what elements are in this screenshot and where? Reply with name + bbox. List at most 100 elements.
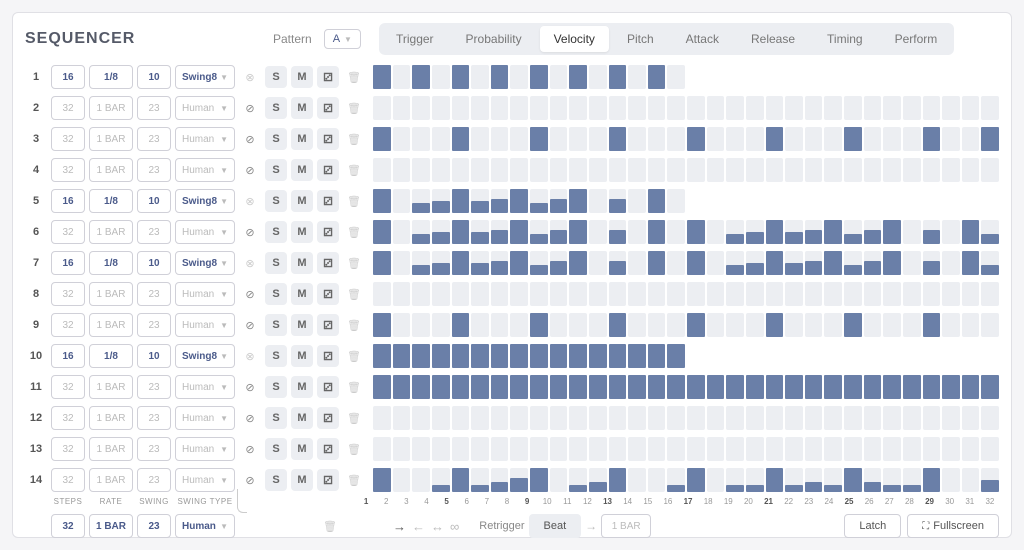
trash-icon[interactable]: 🗑 — [343, 128, 365, 150]
step-cell[interactable] — [766, 127, 784, 151]
step-cell[interactable] — [883, 437, 901, 461]
step-cell[interactable] — [883, 313, 901, 337]
step-cell[interactable] — [648, 158, 666, 182]
step-cell[interactable] — [667, 251, 685, 275]
step-cell[interactable] — [609, 344, 627, 368]
swingtype-field[interactable]: Swing8▼ — [175, 344, 235, 368]
step-cell[interactable] — [667, 189, 685, 213]
step-cell[interactable] — [589, 65, 607, 89]
mute-button[interactable]: M — [291, 159, 313, 181]
step-cell[interactable] — [942, 437, 960, 461]
step-cell[interactable] — [491, 220, 509, 244]
step-cell[interactable] — [393, 282, 411, 306]
step-cell[interactable] — [687, 437, 705, 461]
step-cell[interactable] — [923, 375, 941, 399]
step-cell[interactable] — [667, 65, 685, 89]
step-cell[interactable] — [550, 282, 568, 306]
link-icon[interactable]: ⊘ — [239, 314, 261, 336]
step-cell[interactable] — [667, 282, 685, 306]
steps-field[interactable]: 32 — [51, 282, 85, 306]
step-cell[interactable] — [864, 127, 882, 151]
swing-field[interactable]: 23 — [137, 158, 171, 182]
step-cell[interactable] — [510, 375, 528, 399]
step-cell[interactable] — [903, 127, 921, 151]
step-cell[interactable] — [530, 282, 548, 306]
step-cell[interactable] — [923, 437, 941, 461]
step-cell[interactable] — [510, 158, 528, 182]
step-cell[interactable] — [569, 220, 587, 244]
step-cell[interactable] — [923, 313, 941, 337]
step-cell[interactable] — [648, 220, 666, 244]
step-cell[interactable] — [412, 313, 430, 337]
step-cell[interactable] — [393, 375, 411, 399]
step-cell[interactable] — [452, 344, 470, 368]
link-icon[interactable]: ⊗ — [239, 252, 261, 274]
step-cell[interactable] — [903, 220, 921, 244]
solo-button[interactable]: S — [265, 97, 287, 119]
step-cell[interactable] — [648, 344, 666, 368]
step-cell[interactable] — [648, 189, 666, 213]
steps-field[interactable]: 32 — [51, 96, 85, 120]
swingtype-field[interactable]: Human▼ — [175, 375, 235, 399]
step-cell[interactable] — [805, 127, 823, 151]
step-cell[interactable] — [903, 375, 921, 399]
step-cell[interactable] — [667, 220, 685, 244]
step-cell[interactable] — [844, 406, 862, 430]
step-cell[interactable] — [962, 282, 980, 306]
step-cell[interactable] — [609, 96, 627, 120]
step-cell[interactable] — [393, 468, 411, 492]
step-cell[interactable] — [550, 189, 568, 213]
step-cell[interactable] — [824, 158, 842, 182]
step-cell[interactable] — [766, 158, 784, 182]
step-cell[interactable] — [785, 313, 803, 337]
step-cell[interactable] — [471, 282, 489, 306]
step-cell[interactable] — [805, 468, 823, 492]
link-icon[interactable]: ⊗ — [239, 190, 261, 212]
step-cell[interactable] — [903, 251, 921, 275]
mute-button[interactable]: M — [291, 252, 313, 274]
steps-field[interactable]: 32 — [51, 158, 85, 182]
step-cell[interactable] — [412, 375, 430, 399]
solo-button[interactable]: S — [265, 407, 287, 429]
step-cell[interactable] — [883, 127, 901, 151]
step-cell[interactable] — [766, 406, 784, 430]
step-cell[interactable] — [471, 313, 489, 337]
step-cell[interactable] — [589, 251, 607, 275]
trash-icon[interactable]: 🗑 — [343, 190, 365, 212]
step-cell[interactable] — [432, 251, 450, 275]
step-cell[interactable] — [452, 375, 470, 399]
mute-button[interactable]: M — [291, 345, 313, 367]
step-cell[interactable] — [746, 251, 764, 275]
step-cell[interactable] — [373, 220, 391, 244]
step-cell[interactable] — [432, 406, 450, 430]
step-cell[interactable] — [491, 468, 509, 492]
step-cell[interactable] — [530, 65, 548, 89]
step-cell[interactable] — [707, 96, 725, 120]
step-cell[interactable] — [785, 96, 803, 120]
step-cell[interactable] — [373, 251, 391, 275]
step-cell[interactable] — [707, 282, 725, 306]
step-cell[interactable] — [766, 282, 784, 306]
step-cell[interactable] — [707, 251, 725, 275]
step-cell[interactable] — [491, 437, 509, 461]
step-cell[interactable] — [844, 282, 862, 306]
step-cell[interactable] — [609, 375, 627, 399]
step-cell[interactable] — [530, 251, 548, 275]
step-cell[interactable] — [805, 375, 823, 399]
swingtype-field[interactable]: Human▼ — [175, 96, 235, 120]
step-cell[interactable] — [746, 437, 764, 461]
step-cell[interactable] — [667, 127, 685, 151]
step-cell[interactable] — [667, 437, 685, 461]
arrow-right-icon[interactable]: → — [393, 519, 406, 534]
step-cell[interactable] — [903, 468, 921, 492]
step-cell[interactable] — [628, 189, 646, 213]
step-cell[interactable] — [412, 127, 430, 151]
step-cell[interactable] — [373, 437, 391, 461]
step-cell[interactable] — [530, 158, 548, 182]
swingtype-field[interactable]: Human▼ — [175, 313, 235, 337]
step-cell[interactable] — [589, 96, 607, 120]
step-cell[interactable] — [962, 313, 980, 337]
step-cell[interactable] — [452, 96, 470, 120]
step-cell[interactable] — [373, 189, 391, 213]
step-cell[interactable] — [687, 96, 705, 120]
